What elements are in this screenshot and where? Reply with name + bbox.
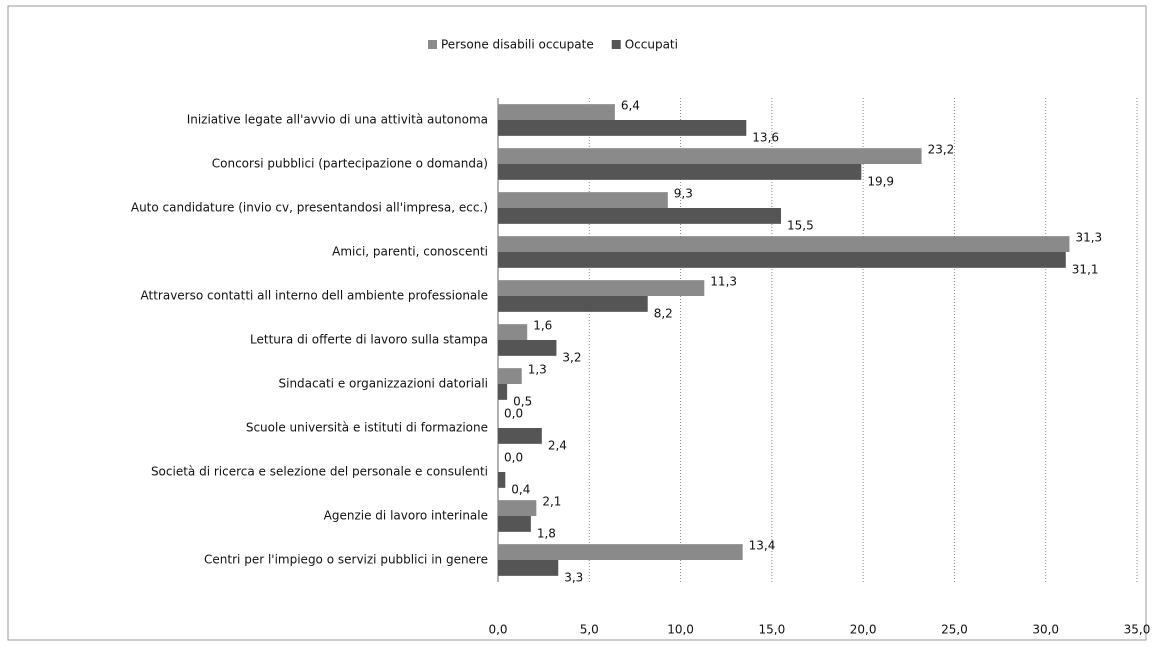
x-tick-label: 20,0 <box>850 623 877 637</box>
data-label: 0,0 <box>504 407 523 421</box>
category-label: Attraverso contatti all interno dell amb… <box>141 289 489 303</box>
bar <box>498 280 704 296</box>
legend-swatch <box>612 40 621 49</box>
x-tick-label: 35,0 <box>1124 623 1151 637</box>
bar <box>498 384 507 400</box>
x-tick-label: 10,0 <box>667 623 694 637</box>
data-label: 23,2 <box>928 143 955 157</box>
category-label: Società di ricerca e selezione del perso… <box>151 465 488 479</box>
data-label: 2,4 <box>548 438 567 452</box>
x-tick-label: 0,0 <box>488 623 507 637</box>
bar <box>498 148 922 164</box>
category-label: Iniziative legate all'avvio di una attiv… <box>187 113 488 127</box>
data-label: 15,5 <box>787 218 814 232</box>
category-label: Concorsi pubblici (partecipazione o doma… <box>212 157 488 171</box>
data-label: 13,6 <box>752 130 779 144</box>
data-label: 11,3 <box>710 275 737 289</box>
bar <box>498 324 527 340</box>
category-label: Centri per l'impiego o servizi pubblici … <box>204 553 488 567</box>
bar <box>498 500 536 516</box>
data-label: 6,4 <box>621 99 640 113</box>
bar <box>498 560 558 576</box>
category-label: Agenzie di lavoro interinale <box>324 509 488 523</box>
bar <box>498 472 505 488</box>
data-label: 2,1 <box>542 495 561 509</box>
legend-label: Persone disabili occupate <box>441 38 594 52</box>
data-label: 1,3 <box>528 363 547 377</box>
x-tick-label: 30,0 <box>1032 623 1059 637</box>
data-label: 13,4 <box>749 539 776 553</box>
data-label: 3,2 <box>562 350 581 364</box>
bar <box>498 208 781 224</box>
data-label: 0,0 <box>504 451 523 465</box>
category-label: Amici, parenti, conoscenti <box>332 245 488 259</box>
x-tick-label: 15,0 <box>758 623 785 637</box>
bar <box>498 340 556 356</box>
data-label: 19,9 <box>867 174 894 188</box>
bar <box>498 252 1066 268</box>
data-label: 0,4 <box>511 482 530 496</box>
legend-label: Occupati <box>625 38 678 52</box>
data-label: 3,3 <box>564 570 583 584</box>
category-label: Lettura di offerte di lavoro sulla stamp… <box>250 333 488 347</box>
bar <box>498 296 648 312</box>
x-tick-label: 25,0 <box>941 623 968 637</box>
bar <box>498 516 531 532</box>
data-label: 31,1 <box>1072 262 1099 276</box>
category-label: Scuole università e istituti di formazio… <box>246 421 488 435</box>
legend-swatch <box>428 40 437 49</box>
bar <box>498 236 1069 252</box>
data-label: 31,3 <box>1075 231 1102 245</box>
data-label: 8,2 <box>654 306 673 320</box>
x-tick-label: 5,0 <box>580 623 599 637</box>
bar <box>498 104 615 120</box>
data-label: 1,6 <box>533 319 552 333</box>
bar <box>498 120 746 136</box>
category-label: Auto candidature (invio cv, presentandos… <box>131 201 488 215</box>
bar <box>498 192 668 208</box>
category-label: Sindacati e organizzazioni datoriali <box>279 377 489 391</box>
bar <box>498 368 522 384</box>
bar <box>498 428 542 444</box>
data-label: 9,3 <box>674 187 693 201</box>
bar <box>498 544 743 560</box>
bar <box>498 164 861 180</box>
data-label: 1,8 <box>537 526 556 540</box>
